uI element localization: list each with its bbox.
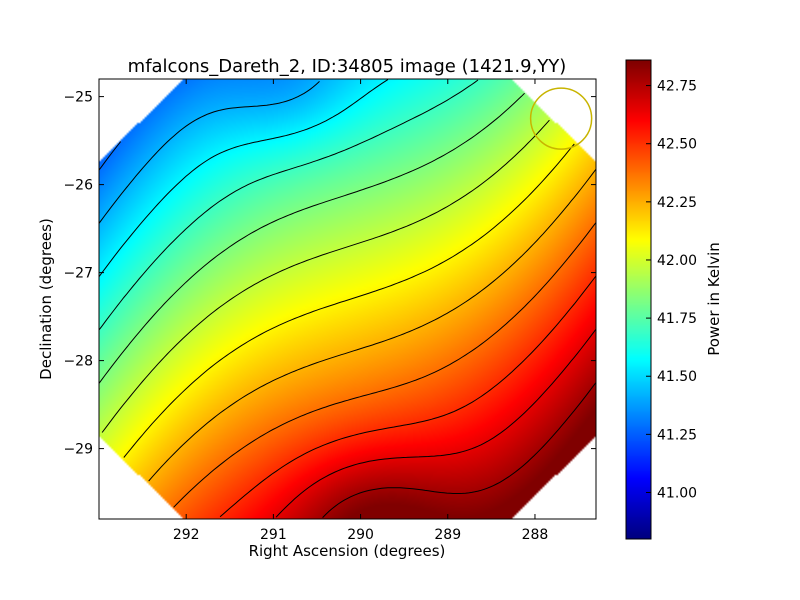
y-tick-label: −25 xyxy=(63,90,93,106)
y-axis: −25 −26 −27 −28 −29 xyxy=(63,90,596,458)
x-tick-label: 288 xyxy=(522,527,549,543)
x-tick-label: 292 xyxy=(173,527,200,543)
contour-line xyxy=(219,275,596,518)
contour-line xyxy=(148,168,596,482)
colorbar-frame xyxy=(625,59,652,540)
y-tick-label: −28 xyxy=(63,354,93,370)
contour-line xyxy=(99,81,320,224)
contour-line xyxy=(275,328,596,518)
y-axis-label: Declination (degrees) xyxy=(37,218,55,380)
colorbar-tick-label: 42.50 xyxy=(657,137,697,153)
colorbar-tick-label: 41.50 xyxy=(657,369,697,385)
x-axis: 292 291 290 289 288 xyxy=(173,79,549,543)
contour-line xyxy=(99,92,525,384)
contour-line xyxy=(99,141,122,171)
colorbar-tick-label: 42.75 xyxy=(657,79,697,95)
contour-lines xyxy=(99,79,596,518)
contour-line xyxy=(173,222,596,508)
colorbar: 41.00 41.25 41.50 41.75 42.00 42.25 42.50 42.75… xyxy=(625,59,723,540)
colorbar-label: Power in Kelvin xyxy=(705,242,723,356)
colorbar-tick-label: 41.75 xyxy=(657,311,697,327)
beam-marker xyxy=(529,87,593,150)
colorbar-tick-label: 41.00 xyxy=(657,485,697,501)
x-tick-label: 289 xyxy=(434,527,461,543)
contour-line xyxy=(99,79,389,277)
plot-area-frame xyxy=(98,78,597,520)
y-tick-label: −27 xyxy=(63,266,93,282)
chart-title: mfalcons_Dareth_2, ID:34805 image (1421.… xyxy=(128,56,567,77)
x-tick-label: 290 xyxy=(347,527,374,543)
contour-line xyxy=(101,119,550,433)
colorbar-tick-label: 42.00 xyxy=(657,253,697,269)
x-axis-label: Right Ascension (degrees) xyxy=(249,542,446,560)
heatmap-image xyxy=(99,79,596,519)
contour-line xyxy=(123,143,575,458)
colorbar-tick-label: 41.25 xyxy=(657,427,697,443)
colorbar-tick-label: 42.25 xyxy=(657,195,697,211)
colorbar-ticks: 41.00 41.25 41.50 41.75 42.00 42.25 42.50 42.75 xyxy=(646,79,697,501)
y-tick-label: −29 xyxy=(63,442,93,458)
contour-line xyxy=(99,79,479,331)
colorbar-gradient xyxy=(626,60,651,539)
x-tick-label: 291 xyxy=(260,527,287,543)
contour-line xyxy=(322,382,596,518)
y-tick-label: −26 xyxy=(63,178,93,194)
